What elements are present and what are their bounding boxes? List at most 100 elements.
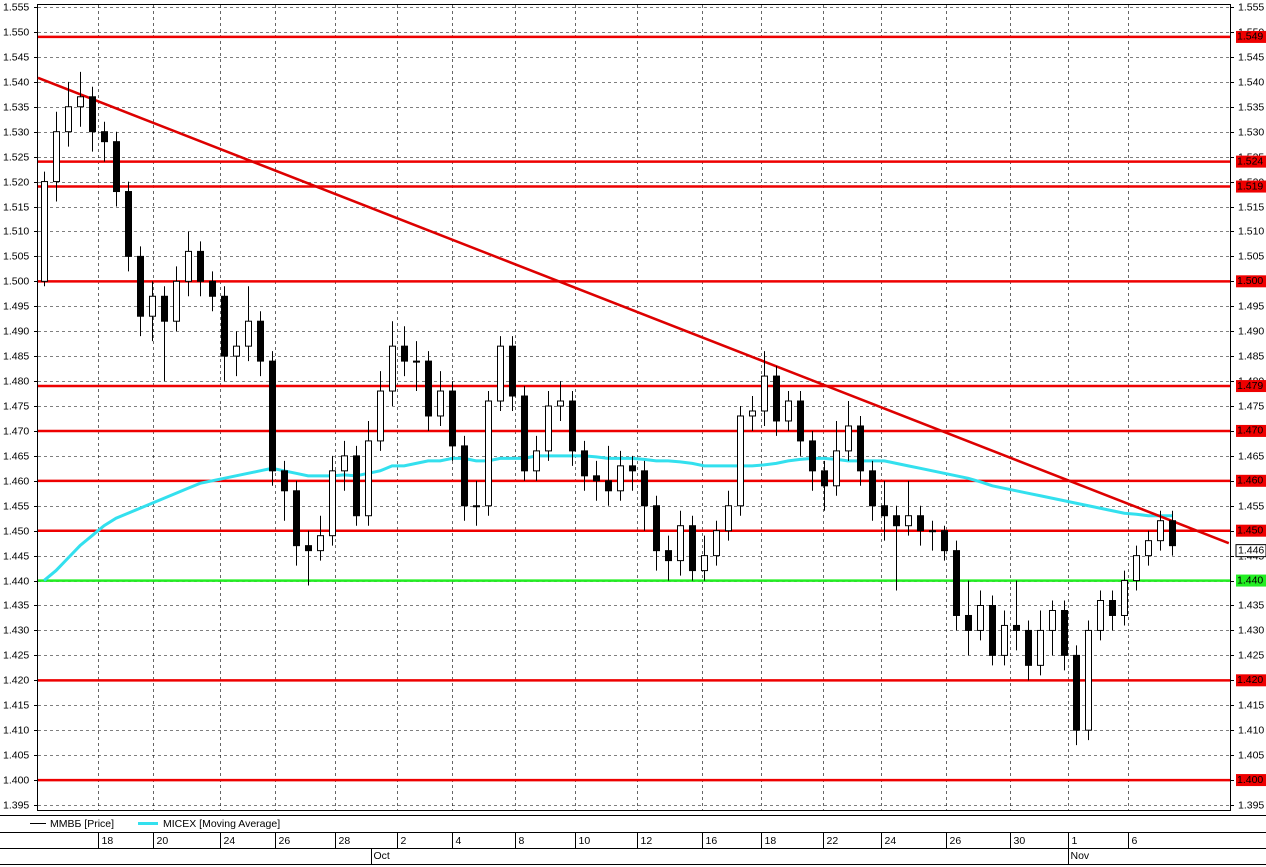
y-tick-label: 1.405 [3, 749, 29, 761]
candle-body [677, 525, 684, 562]
x-tick-label: 1 [1072, 835, 1078, 847]
y-tick-label: 1.430 [3, 624, 29, 636]
candle-body [761, 375, 768, 412]
candle-body [1157, 520, 1164, 542]
candle-body [1169, 520, 1176, 547]
y-tick-label: 1.445 [3, 550, 29, 562]
y-tick-label: 1.555 [1238, 1, 1264, 13]
candle-body [749, 410, 756, 417]
last-price-label: 1.446 [1238, 544, 1264, 556]
candle-body [365, 440, 372, 517]
y-tick-label: 1.435 [1238, 599, 1264, 611]
level-box [1236, 524, 1266, 537]
x-tick-label: 18 [102, 835, 114, 847]
candle-body [425, 360, 432, 417]
x-tick-label: 8 [519, 835, 525, 847]
level-label: 1.500 [1237, 275, 1263, 287]
y-tick-label: 1.510 [3, 225, 29, 237]
candle-body [545, 405, 552, 452]
candle-body [1133, 555, 1140, 582]
y-tick-label: 1.430 [1238, 624, 1264, 636]
candle-body [173, 280, 180, 322]
x-tick-label: 24 [885, 835, 897, 847]
candle-body [353, 455, 360, 517]
x-tick-label: 26 [950, 835, 962, 847]
y-tick-label: 1.495 [1238, 300, 1264, 312]
candle-body [701, 555, 708, 572]
x-tick-label: 22 [827, 835, 839, 847]
x-tick-label: 20 [157, 835, 169, 847]
level-label: 1.440 [1237, 574, 1263, 586]
y-tick-label: 1.530 [1238, 126, 1264, 138]
candle-body [1049, 609, 1056, 631]
candle-body [245, 320, 252, 347]
y-tick-label: 1.395 [1238, 799, 1264, 811]
level-label: 1.524 [1237, 155, 1263, 167]
x-tick-label: 10 [579, 835, 591, 847]
candle-body [221, 295, 228, 357]
candle-body [809, 440, 816, 472]
candle-body [209, 280, 216, 297]
y-tick-label: 1.475 [3, 400, 29, 412]
candle-body [641, 470, 648, 507]
y-tick-label: 1.485 [1238, 350, 1264, 362]
candle-body [509, 345, 516, 397]
y-tick-label: 1.505 [1238, 250, 1264, 262]
level-label: 1.549 [1237, 31, 1263, 43]
candle-body [341, 455, 348, 472]
level-label: 1.460 [1237, 475, 1263, 487]
candle-body [377, 390, 384, 442]
y-tick-label: 1.465 [1238, 450, 1264, 462]
candle-body [869, 470, 876, 507]
y-tick-label: 1.550 [3, 26, 29, 38]
y-tick-label: 1.415 [3, 699, 29, 711]
y-tick-label: 1.475 [1238, 400, 1264, 412]
y-tick-label: 1.545 [1238, 51, 1264, 63]
candle-body [329, 470, 336, 537]
y-tick-label: 1.435 [3, 599, 29, 611]
level-label: 1.450 [1237, 524, 1263, 536]
y-tick-label: 1.505 [3, 250, 29, 262]
y-tick-label: 1.535 [3, 101, 29, 113]
candle-body [449, 390, 456, 447]
y-tick-label: 1.540 [3, 76, 29, 88]
candle-body [689, 525, 696, 572]
candle-body [737, 415, 744, 507]
y-tick-label: 1.535 [1238, 101, 1264, 113]
y-tick-label: 1.515 [1238, 201, 1264, 213]
level-label: 1.400 [1237, 774, 1263, 786]
candle-body [629, 465, 636, 472]
y-tick-label: 1.530 [3, 126, 29, 138]
y-tick-label: 1.460 [3, 475, 29, 487]
candle-body [521, 395, 528, 472]
candle-body [1013, 624, 1020, 631]
candle-body [185, 250, 192, 282]
candle-body [785, 400, 792, 422]
y-tick-label: 1.495 [3, 300, 29, 312]
y-tick-label: 1.490 [3, 325, 29, 337]
x-tick-label: 28 [339, 835, 351, 847]
candle-body [845, 425, 852, 452]
candle-body [929, 530, 936, 533]
y-tick-label: 1.395 [3, 799, 29, 811]
candle-body [533, 450, 540, 472]
y-tick-label: 1.455 [1238, 500, 1264, 512]
candle-body [1109, 600, 1116, 616]
candle-body [41, 181, 48, 282]
candle-body [1001, 624, 1008, 656]
candle-body [125, 191, 132, 257]
legend-label: MICEX [Moving Average] [163, 818, 280, 830]
candle-body [293, 490, 300, 547]
level-label: 1.420 [1237, 674, 1263, 686]
y-tick-label: 1.520 [3, 176, 29, 188]
candle-body [233, 345, 240, 357]
y-tick-label: 1.425 [3, 649, 29, 661]
candle-body [1145, 540, 1152, 557]
level-box [1236, 774, 1266, 787]
level-label: 1.479 [1237, 380, 1263, 392]
candle-body [941, 530, 948, 552]
month-label: Nov [1071, 850, 1090, 862]
candle-body [989, 605, 996, 656]
candle-body [485, 400, 492, 507]
